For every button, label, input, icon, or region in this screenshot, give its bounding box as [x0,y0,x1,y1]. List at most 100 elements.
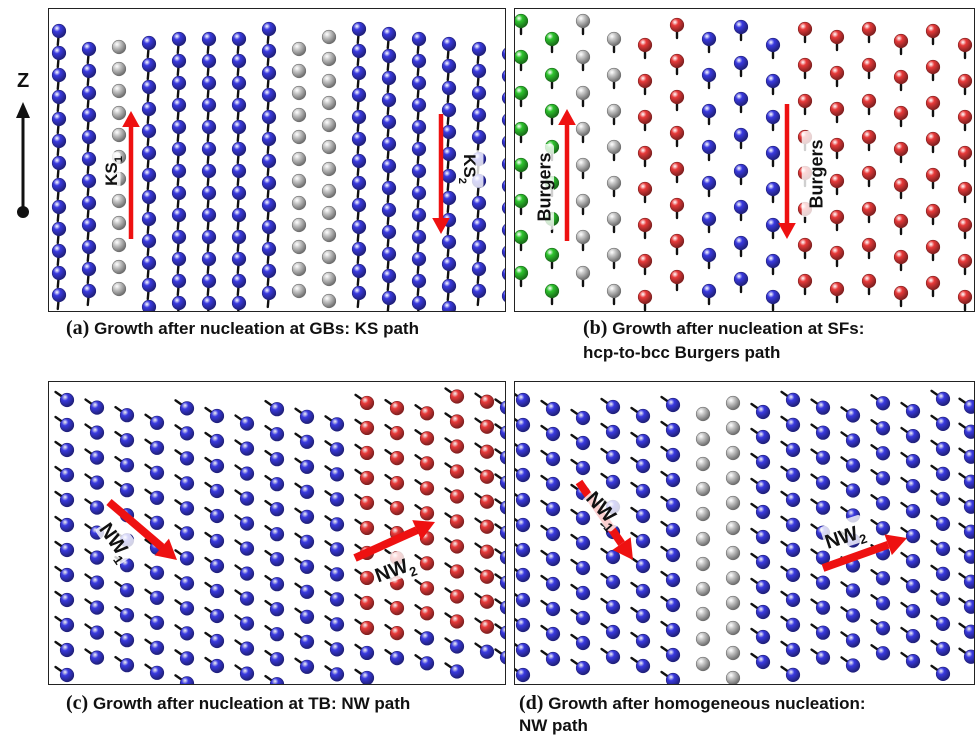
atom-blue [381,290,397,311]
atom-red [354,393,375,411]
atom-blue [958,397,974,414]
atom-blue [114,630,135,648]
atom-red [893,141,909,164]
atom-blue [750,477,771,495]
panel-a-ks-path: KS1 KS2 [48,8,506,312]
atom-blue [900,501,921,519]
atom-blue [144,563,165,580]
atom-green [515,13,529,36]
atom-blue [930,464,951,481]
atom-blue [84,398,105,415]
atom-blue [630,481,651,499]
atom-blue [234,614,255,631]
atom-blue [494,573,505,590]
atom-blue [780,590,801,607]
atom-gray [291,195,307,211]
atom-gray [575,85,591,108]
atom-blue [351,175,367,199]
atom-blue [171,97,187,121]
atom-blue [81,151,97,175]
atom-blue [264,399,285,417]
atom-blue [264,624,285,642]
atom-blue [51,287,67,311]
atom-red [637,289,653,311]
panel-d-homogeneous-nw-path: NW1 NW2 [514,381,975,685]
atom-red [354,418,375,436]
atom-blue [930,514,951,531]
atom-blue [141,255,157,279]
atom-blue [294,457,315,474]
atom-gray [291,151,307,167]
atom-blue [231,207,247,231]
atom-red [637,217,653,240]
atom-green [544,247,560,270]
atom-blue [54,540,75,558]
atom-blue [570,458,591,476]
atom-blue [441,234,457,258]
atom-gray [695,431,711,447]
red-arrow [558,109,576,241]
caption-d: (d) Growth after homogeneous nucleation:… [519,692,866,737]
atom-blue [750,502,771,520]
atom-blue [411,31,427,55]
atom-blue [660,395,681,413]
atom-blue [570,508,591,526]
atom-blue [900,401,921,419]
atom-blue [174,599,195,616]
atom-blue [701,31,717,54]
atom-red [829,101,845,124]
atom-red [474,467,495,484]
atom-blue [231,273,247,297]
panel-b-burgers-path: Burgers Burgers [514,8,975,312]
atom-blue [494,423,505,440]
atom-blue [294,507,315,524]
atom-blue [171,53,187,77]
atom-red [669,233,685,256]
atom-blue [494,623,505,640]
svg-text:Burgers: Burgers [806,139,826,208]
atom-blue [600,622,621,640]
svg-text:KS1: KS1 [102,156,125,186]
atom-blue [840,406,861,423]
atom-blue [81,129,97,153]
atom-blue [750,627,771,645]
atom-blue [381,180,397,204]
atom-blue [810,623,831,640]
atom-red [474,567,495,584]
atom-green [544,67,560,90]
atom-blue [414,629,435,646]
atom-blue [234,489,255,506]
atom-blue [231,97,247,121]
atom-green [515,49,529,72]
atom-blue [231,295,247,311]
atom-red [474,442,495,459]
atom-blue [201,119,217,143]
atom-red [797,273,813,296]
atom-blue [144,663,165,680]
atom-red [669,89,685,112]
atom-gray [321,249,337,265]
atom-blue [540,599,561,617]
atom-blue [870,594,891,611]
atom-blue [381,48,397,72]
atom-red [474,492,495,509]
atom-blue [540,549,561,567]
atom-blue [501,136,505,148]
atom-blue [264,549,285,567]
atom-blue [765,37,781,60]
atom-blue [930,539,951,556]
atom-blue [840,431,861,448]
atom-blue [324,415,345,432]
atom-red [474,392,495,409]
atom-blue [733,55,749,78]
atom-blue [441,278,457,302]
atom-blue [930,389,951,406]
atom-red [957,73,973,96]
atom-blue [81,283,97,307]
atom-blue [501,268,505,280]
atom-blue [870,569,891,586]
atom-blue [411,75,427,99]
atom-blue [570,658,591,676]
atom-blue [204,556,225,574]
atom-gray [111,105,127,121]
